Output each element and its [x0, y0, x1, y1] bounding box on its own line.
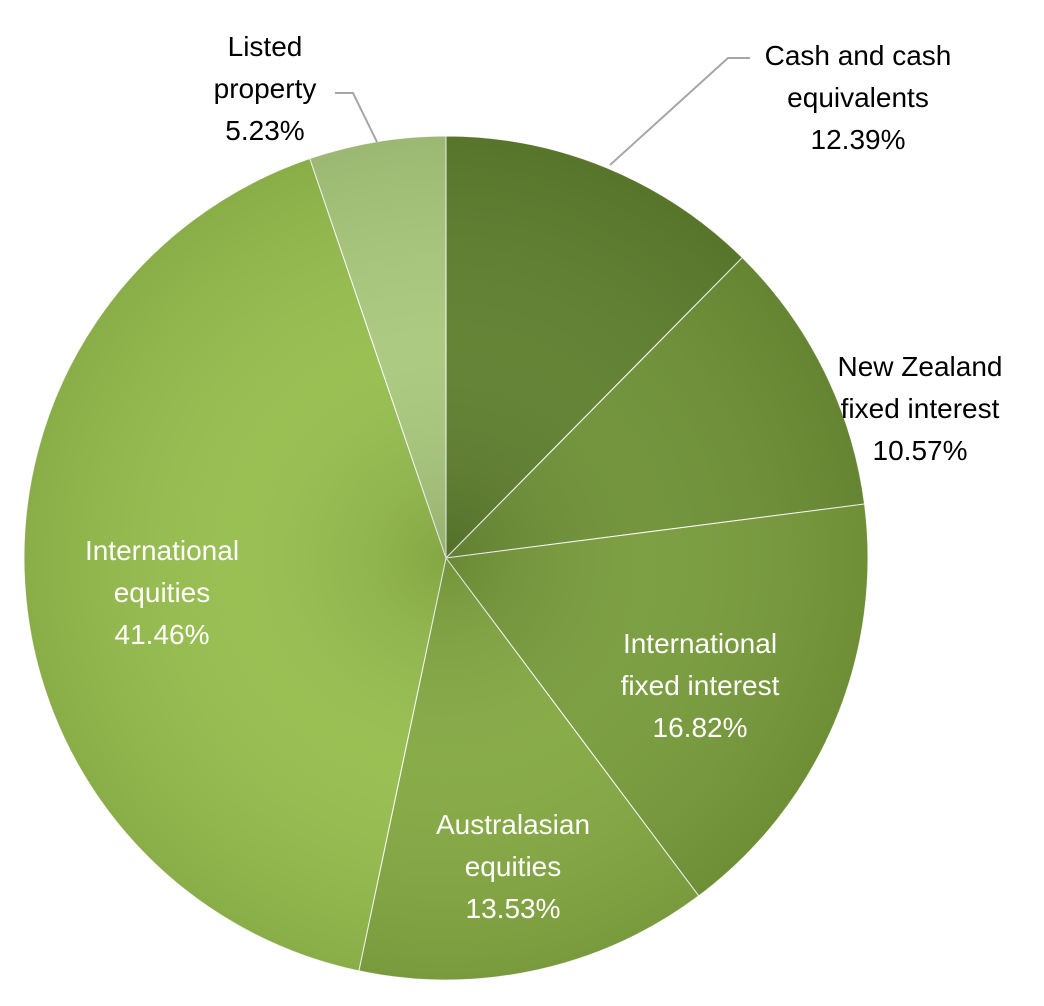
data-label-category: International [85, 535, 239, 566]
data-label-category: fixed interest [841, 393, 1000, 424]
data-label-value: 12.39% [811, 124, 906, 155]
data-label: International fixed interest 16.82% [621, 628, 780, 743]
data-label-category: equivalents [787, 82, 929, 113]
data-label-category: New Zealand [838, 351, 1003, 382]
data-label: International equities 41.46% [85, 535, 239, 650]
data-label-category: Listed [228, 31, 303, 62]
data-label-category: Australasian [436, 809, 590, 840]
data-label-category: International [623, 628, 777, 659]
data-label-value: 41.46% [115, 619, 210, 650]
leader-line [335, 92, 378, 143]
leader-line [609, 57, 750, 166]
data-label-value: 10.57% [873, 435, 968, 466]
data-label-category: property [214, 73, 317, 104]
data-label: Cash and cash equivalents 12.39% [765, 40, 952, 155]
data-label-value: 13.53% [466, 893, 561, 924]
data-label: Australasian equities 13.53% [436, 809, 590, 924]
data-label-category: fixed interest [621, 670, 780, 701]
data-label-category: Cash and cash [765, 40, 952, 71]
data-label-value: 5.23% [225, 115, 304, 146]
data-label-category: equities [114, 577, 211, 608]
data-label: New Zealand fixed interest 10.57% [838, 351, 1003, 466]
data-label-value: 16.82% [653, 712, 748, 743]
data-label: Listed property 5.23% [214, 31, 317, 146]
data-label-category: equities [465, 851, 562, 882]
